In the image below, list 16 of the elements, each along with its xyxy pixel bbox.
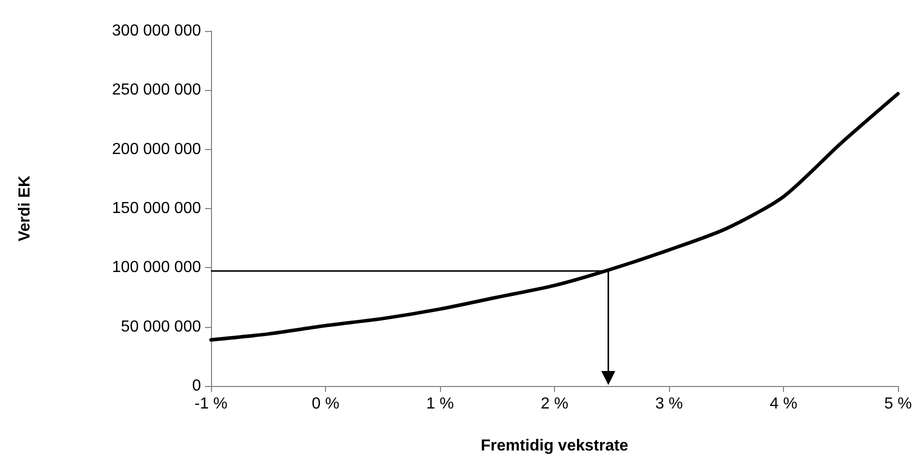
x-tick-label: 1 % (426, 396, 454, 412)
y-tick-label: 100 000 000 (112, 259, 202, 276)
y-tick-label: 200 000 000 (112, 140, 202, 158)
y-tick-label: 50 000 000 (120, 318, 202, 336)
x-tick-label: 4 % (770, 396, 798, 412)
x-tick-label: 3 % (655, 396, 683, 412)
x-tick-label: 0 % (312, 396, 340, 412)
y-tick-label: 150 000 000 (112, 200, 202, 217)
x-tick-label: 2 % (540, 396, 568, 412)
y-tick-label: 300 000 000 (112, 22, 202, 40)
x-tick-label: -1 % (194, 396, 228, 412)
y-axis-title: Verdi EK (16, 175, 34, 242)
y-tick-label: 250 000 000 (112, 82, 202, 99)
y-tick-label: 0 (192, 378, 202, 394)
x-tick-label: 5 % (884, 396, 912, 412)
x-axis-title: Fremtidig vekstrate (480, 438, 628, 454)
